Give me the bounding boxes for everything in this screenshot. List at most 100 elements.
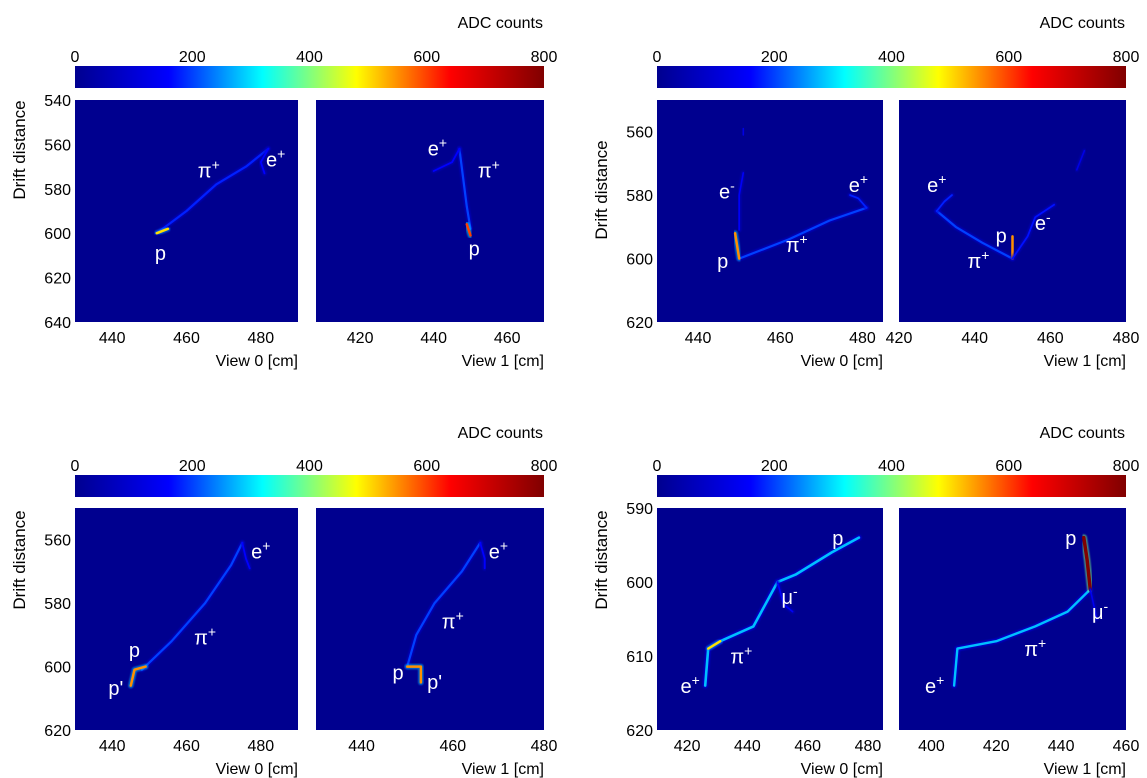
particle-label: π+ [194, 623, 216, 649]
view-panel-0: π+ e+ p 440 460 480 View 0 [cm] [75, 100, 298, 370]
particle-label: e+ [266, 146, 285, 172]
colorbar: 0 200 400 600 800 [653, 458, 1140, 497]
particle-track [733, 231, 741, 260]
particle-label: p [717, 251, 728, 273]
x-tick-label: 420 [674, 738, 701, 755]
particle-label: p' [108, 678, 123, 700]
y-tick-label: 540 [44, 93, 71, 110]
particle-track [259, 147, 270, 175]
particle-label: π+ [478, 157, 500, 183]
colorbar-tick-label: 600 [413, 49, 440, 66]
particle-label: e+ [251, 538, 270, 564]
particle-track [140, 541, 244, 671]
particle-label: p [393, 662, 404, 684]
particle-label: π+ [786, 231, 808, 257]
y-axis-label: Drift distance [10, 510, 29, 609]
x-tick-label: 460 [767, 330, 794, 347]
colorbar-tick-label: 200 [179, 49, 206, 66]
particle-track [776, 581, 794, 613]
colorbar: 0 200 400 600 800 [71, 49, 558, 88]
x-tick-label: 440 [420, 330, 447, 347]
panel-background [657, 100, 883, 322]
y-tick-label: 620 [626, 315, 653, 332]
x-axis-label: View 1 [cm] [1044, 761, 1126, 778]
particle-label: e+ [489, 538, 508, 564]
particle-label: p [469, 238, 480, 260]
particle-track [155, 147, 270, 235]
colorbar-tick-label: 400 [296, 458, 323, 475]
particle-label: μ- [1092, 598, 1109, 624]
colorbar-tick-label: 800 [531, 458, 558, 475]
colorbar-label: ADC counts [458, 425, 543, 442]
y-tick-label: 600 [44, 660, 71, 677]
view-panel-1: e+ π+ p p' 440 460 480 View 1 [cm] [316, 508, 557, 778]
y-tick-label: 600 [626, 575, 653, 592]
y-tick-label: 600 [44, 226, 71, 243]
colorbar-label: ADC counts [1040, 15, 1125, 32]
colorbar-label: ADC counts [458, 15, 543, 32]
view-panel-1: e+ π+ p 420 440 460 View 1 [cm] [316, 100, 544, 370]
x-tick-label: 440 [99, 330, 126, 347]
particle-label: p [129, 640, 140, 662]
particle-label: μ- [781, 583, 798, 609]
particle-label: p' [427, 672, 442, 694]
particle-track [405, 665, 423, 684]
particle-track [707, 640, 722, 650]
colorbar-tick-label: 0 [71, 458, 80, 475]
colorbar-tick-label: 600 [995, 49, 1022, 66]
x-tick-label: 440 [99, 738, 126, 755]
particle-track [129, 665, 147, 687]
colorbar-gradient [75, 475, 544, 497]
x-tick-label: 440 [685, 330, 712, 347]
particle-track [738, 172, 745, 231]
particle-track [1089, 588, 1098, 620]
particle-label: π+ [442, 608, 464, 634]
y-tick-label: 600 [626, 252, 653, 269]
x-tick-label: 440 [1048, 738, 1075, 755]
particle-label: e- [719, 177, 735, 203]
panel-background [316, 508, 544, 730]
colorbar-tick-label: 800 [531, 49, 558, 66]
colorbar-tick-label: 800 [1113, 458, 1140, 475]
colorbar-tick-label: 400 [296, 49, 323, 66]
panel-background [75, 508, 298, 730]
colorbar-tick-label: 200 [179, 458, 206, 475]
view-panel-1: p μ-π+ e+ 400 420 440 460 View 1 [cm] [899, 508, 1139, 778]
particle-label: e+ [849, 171, 868, 197]
x-tick-label: 480 [531, 738, 558, 755]
event-block-2: ADC counts 0 200 400 600 800 Drift distance … [592, 15, 1139, 370]
x-tick-label: 400 [918, 738, 945, 755]
x-axis-label: View 0 [cm] [801, 761, 883, 778]
y-tick-label: 640 [44, 315, 71, 332]
x-axis-label: View 0 [cm] [216, 761, 298, 778]
colorbar-tick-label: 400 [878, 458, 905, 475]
x-tick-label: 420 [886, 330, 913, 347]
event-block-4: ADC counts 0 200 400 600 800 Drift distance … [592, 425, 1139, 778]
colorbar: 0 200 400 600 800 [71, 458, 558, 497]
view-panel-1: e+ p e-π+ 420 440 460 480 View 1 [cm] [886, 100, 1139, 370]
particle-track [155, 227, 170, 235]
y-tick-label: 560 [44, 137, 71, 154]
x-tick-label: 420 [347, 330, 374, 347]
x-tick-label: 480 [247, 738, 274, 755]
particle-label: π+ [1024, 635, 1046, 661]
colorbar-tick-label: 600 [995, 458, 1022, 475]
particle-track [406, 541, 482, 668]
colorbar-label: ADC counts [1040, 425, 1125, 442]
particle-label: e+ [927, 171, 946, 197]
y-axis-label: Drift distance [592, 510, 611, 609]
x-axis-label: View 1 [cm] [462, 761, 544, 778]
x-tick-label: 440 [961, 330, 988, 347]
y-tick-label: 560 [44, 533, 71, 550]
particle-label: p [996, 226, 1007, 248]
y-tick-label: 580 [44, 596, 71, 613]
x-axis-label: View 0 [cm] [801, 353, 883, 370]
particle-track [479, 542, 486, 570]
x-axis-label: View 1 [cm] [1044, 353, 1126, 370]
x-tick-label: 440 [734, 738, 761, 755]
particle-track [738, 206, 868, 260]
y-axis-label: Drift distance [10, 100, 29, 199]
x-tick-label: 420 [983, 738, 1010, 755]
colorbar-tick-label: 800 [1113, 49, 1140, 66]
